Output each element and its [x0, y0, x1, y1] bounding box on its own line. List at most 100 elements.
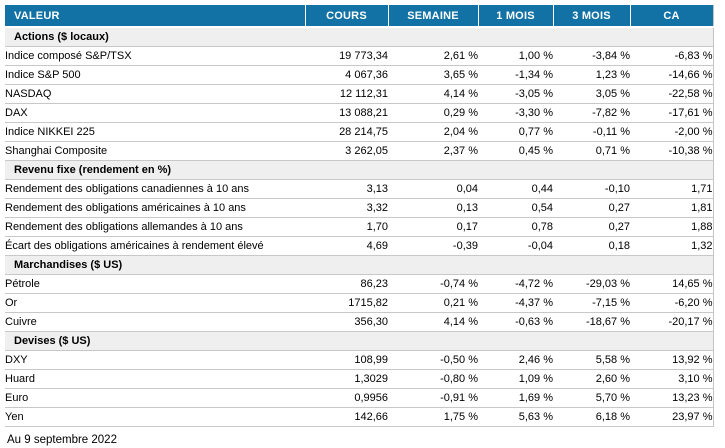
- instrument-label: Euro: [5, 388, 305, 408]
- column-header-1mois: 1 MOIS: [477, 5, 553, 28]
- table-row: Yen 142,66 1,75 % 5,63 % 6,18 % 23,97 %: [5, 407, 713, 427]
- cours-value: 142,66: [305, 407, 388, 427]
- table-row: Rendement des obligations américaines à …: [5, 198, 713, 218]
- instrument-label: Huard: [5, 369, 305, 389]
- ca-change: 13,92 %: [630, 350, 713, 370]
- cours-value: 12 112,31: [305, 84, 388, 104]
- semaine-change: 0,17: [388, 217, 478, 237]
- 1mois-change: 1,00 %: [478, 46, 553, 66]
- ca-change: -2,00 %: [630, 122, 713, 142]
- table-row: Shanghai Composite 3 262,05 2,37 % 0,45 % 0,…: [5, 141, 713, 161]
- table-row: Indice NIKKEI 225 28 214,75 2,04 % 0,77 % -0…: [5, 122, 713, 142]
- cours-value: 19 773,34: [305, 46, 388, 66]
- instrument-label: Indice composé S&P/TSX: [5, 46, 305, 66]
- 3mois-change: -0,11 %: [553, 122, 630, 142]
- instrument-label: NASDAQ: [5, 84, 305, 104]
- table-row: Indice composé S&P/TSX 19 773,34 2,61 % 1,0…: [5, 46, 713, 66]
- cours-value: 108,99: [305, 350, 388, 370]
- semaine-change: 4,14 %: [388, 84, 478, 104]
- 1mois-change: -3,05 %: [478, 84, 553, 104]
- 3mois-change: 5,58 %: [553, 350, 630, 370]
- 1mois-change: 0,78: [478, 217, 553, 237]
- instrument-label: Cuivre: [5, 312, 305, 332]
- as-of-date: Au 9 septembre 2022: [7, 434, 117, 446]
- column-header-cours: COURS: [304, 5, 388, 28]
- ca-change: 14,65 %: [630, 274, 713, 294]
- semaine-change: -0,74 %: [388, 274, 478, 294]
- table-row: Indice S&P 500 4 067,36 3,65 % -1,34 % 1,23 …: [5, 65, 713, 85]
- cours-value: 28 214,75: [305, 122, 388, 142]
- 1mois-change: 1,09 %: [478, 369, 553, 389]
- cours-value: 3 262,05: [305, 141, 388, 161]
- 1mois-change: -1,34 %: [478, 65, 553, 85]
- 3mois-change: 6,18 %: [553, 407, 630, 427]
- 1mois-change: 0,77 %: [478, 122, 553, 142]
- instrument-label: Rendement des obligations américaines à …: [5, 198, 305, 218]
- instrument-label: Rendement des obligations allemandes à 1…: [5, 217, 305, 237]
- header-row: VALEUR COURS SEMAINE 1 MOIS 3 MOIS CA: [5, 5, 713, 28]
- instrument-label: Rendement des obligations canadiennes à …: [5, 179, 305, 199]
- table-row: DXY 108,99 -0,50 % 2,46 % 5,58 % 13,92 %: [5, 350, 713, 370]
- ca-change: -17,61 %: [630, 103, 713, 123]
- 3mois-change: 3,05 %: [553, 84, 630, 104]
- ca-change: 13,23 %: [630, 388, 713, 408]
- instrument-label: DAX: [5, 103, 305, 123]
- 1mois-change: 5,63 %: [478, 407, 553, 427]
- ca-change: -22,58 %: [630, 84, 713, 104]
- semaine-change: 0,04: [388, 179, 478, 199]
- instrument-label: Shanghai Composite: [5, 141, 305, 161]
- 1mois-change: -3,30 %: [478, 103, 553, 123]
- semaine-change: 0,29 %: [388, 103, 478, 123]
- cours-value: 1,3029: [305, 369, 388, 389]
- ca-change: -14,66 %: [630, 65, 713, 85]
- 3mois-change: 0,27: [553, 217, 630, 237]
- table-row: Huard 1,3029 -0,80 % 1,09 % 2,60 % 3,10 %: [5, 369, 713, 389]
- table-row: Pétrole 86,23 -0,74 % -4,72 % -29,03 % 14,65 …: [5, 274, 713, 294]
- instrument-label: Yen: [5, 407, 305, 427]
- column-header-semaine: SEMAINE: [387, 5, 478, 28]
- cours-value: 356,30: [305, 312, 388, 332]
- 3mois-change: 5,70 %: [553, 388, 630, 408]
- ca-change: -10,38 %: [630, 141, 713, 161]
- cours-value: 1,70: [305, 217, 388, 237]
- section-title: Revenu fixe (rendement en %): [5, 160, 713, 180]
- cours-value: 4 067,36: [305, 65, 388, 85]
- 1mois-change: -0,63 %: [478, 312, 553, 332]
- semaine-change: 3,65 %: [388, 65, 478, 85]
- section-row: Devises ($ US): [5, 331, 713, 351]
- semaine-change: 2,37 %: [388, 141, 478, 161]
- 3mois-change: -3,84 %: [553, 46, 630, 66]
- section-title: Actions ($ locaux): [5, 27, 713, 47]
- 3mois-change: -0,10: [553, 179, 630, 199]
- semaine-change: -0,39: [388, 236, 478, 256]
- column-header-ca: CA: [629, 5, 713, 28]
- 1mois-change: -4,37 %: [478, 293, 553, 313]
- cours-value: 86,23: [305, 274, 388, 294]
- instrument-label: Or: [5, 293, 305, 313]
- semaine-change: -0,50 %: [388, 350, 478, 370]
- cours-value: 1715,82: [305, 293, 388, 313]
- ca-change: 1,32: [630, 236, 713, 256]
- ca-change: 1,81: [630, 198, 713, 218]
- section-row: Marchandises ($ US): [5, 255, 713, 275]
- ca-change: 1,88: [630, 217, 713, 237]
- 3mois-change: -29,03 %: [553, 274, 630, 294]
- section-title: Marchandises ($ US): [5, 255, 713, 275]
- table-row: Or 1715,82 0,21 % -4,37 % -7,15 % -6,20 %: [5, 293, 713, 313]
- cours-value: 13 088,21: [305, 103, 388, 123]
- semaine-change: 0,21 %: [388, 293, 478, 313]
- ca-change: -6,83 %: [630, 46, 713, 66]
- table-row: Cuivre 356,30 4,14 % -0,63 % -18,67 % -20,17 …: [5, 312, 713, 332]
- table-row: Écart des obligations américaines à rend…: [5, 236, 713, 256]
- semaine-change: 0,13: [388, 198, 478, 218]
- semaine-change: 4,14 %: [388, 312, 478, 332]
- 3mois-change: 0,18: [553, 236, 630, 256]
- instrument-label: Indice NIKKEI 225: [5, 122, 305, 142]
- section-title: Devises ($ US): [5, 331, 713, 351]
- 3mois-change: 1,23 %: [553, 65, 630, 85]
- table-row: Euro 0,9956 -0,91 % 1,69 % 5,70 % 13,23 %: [5, 388, 713, 408]
- semaine-change: 2,61 %: [388, 46, 478, 66]
- instrument-label: DXY: [5, 350, 305, 370]
- table-row: Rendement des obligations allemandes à 1…: [5, 217, 713, 237]
- section-row: Actions ($ locaux): [5, 27, 713, 47]
